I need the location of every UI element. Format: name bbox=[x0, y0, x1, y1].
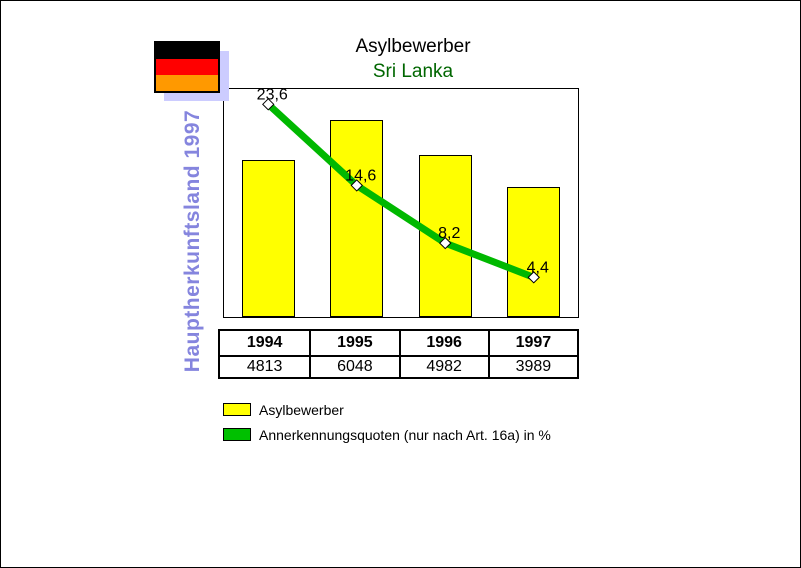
flag-stripe-gold bbox=[156, 75, 218, 91]
legend-label-anerkennungsquoten: Annerkennungsquoten (nur nach Art. 16a) … bbox=[259, 426, 551, 443]
value-cell: 6048 bbox=[309, 355, 399, 377]
diamond-marker-icon bbox=[262, 98, 275, 111]
diamond-marker-icon bbox=[527, 271, 540, 284]
year-header-cell: 1996 bbox=[398, 331, 488, 355]
value-cell: 3989 bbox=[487, 355, 577, 377]
value-cell: 4813 bbox=[220, 355, 310, 377]
line-data-label: 4,4 bbox=[527, 259, 549, 276]
diamond-marker-icon bbox=[350, 179, 363, 192]
diamond-marker-icon bbox=[439, 236, 452, 250]
bar-1994 bbox=[241, 160, 295, 317]
anerkennungsquote-line bbox=[265, 101, 536, 281]
line-data-label: 8,2 bbox=[438, 225, 460, 242]
legend-swatch-asylbewerber-icon bbox=[223, 403, 251, 416]
bar-1997 bbox=[507, 187, 561, 317]
legend-item-asylbewerber: Asylbewerber bbox=[223, 401, 551, 418]
legend-swatch-anerkennungsquoten-icon bbox=[223, 428, 251, 441]
side-label-hauptherkunftsland: Hauptherkunftsland 1997 bbox=[181, 109, 204, 373]
plot-area: 23,6 14,6 8,2 4,4 bbox=[223, 86, 579, 318]
line-data-label: 14,6 bbox=[345, 167, 376, 184]
chart-title: Asylbewerber bbox=[355, 36, 471, 57]
line-data-label: 23,6 bbox=[257, 86, 288, 103]
bar-1996 bbox=[418, 154, 472, 317]
year-header-cell: 1995 bbox=[309, 331, 398, 355]
legend: Asylbewerber Annerkennungsquoten (nur na… bbox=[223, 401, 551, 451]
year-header-cell: 1994 bbox=[246, 334, 283, 351]
value-cell: 4982 bbox=[398, 355, 488, 377]
chart-title-block: Asylbewerber Sri Lanka bbox=[223, 34, 603, 84]
line-series: 23,6 14,6 8,2 4,4 bbox=[257, 86, 549, 284]
chart-subtitle: Sri Lanka bbox=[372, 61, 454, 82]
bar-1995 bbox=[330, 120, 384, 317]
flag-stripe-black bbox=[156, 43, 218, 59]
flag-stripe-red bbox=[156, 59, 218, 75]
data-table: 1994 1995 1996 1997 4813 6048 4982 3989 bbox=[218, 329, 579, 379]
legend-label-asylbewerber: Asylbewerber bbox=[259, 401, 344, 418]
year-header-cell: 1997 bbox=[487, 331, 577, 355]
legend-item-anerkennungsquoten: Annerkennungsquoten (nur nach Art. 16a) … bbox=[223, 426, 551, 443]
germany-flag-icon bbox=[154, 41, 220, 93]
